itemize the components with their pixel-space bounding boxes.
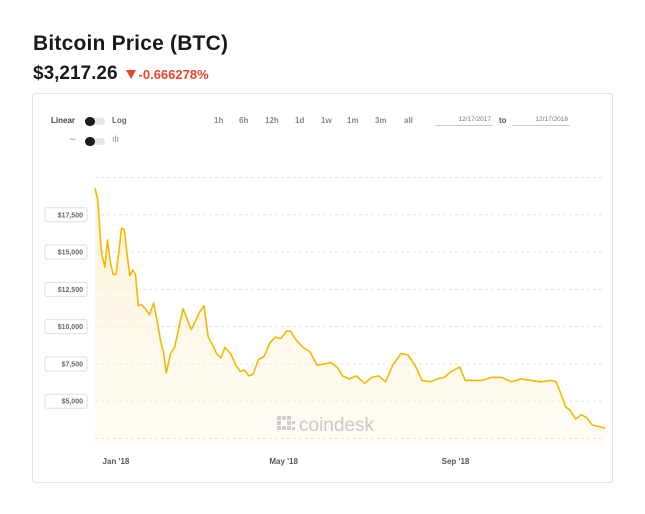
line-chart-icon[interactable]: ∼: [69, 134, 77, 144]
candlestick-icon[interactable]: ılı: [112, 134, 120, 144]
y-tick-label: $7,500: [62, 361, 84, 368]
y-tick-label: $15,000: [58, 250, 83, 257]
x-tick-label: May '18: [269, 457, 298, 466]
scale-log-label[interactable]: Log: [112, 116, 127, 125]
y-tick-box: [44, 281, 88, 297]
range-all-button[interactable]: all: [404, 116, 413, 125]
chart-card: Linear Log ∼ ılı 1h 6h 12h 1d 1w 1m 3m a…: [32, 93, 613, 483]
price-change: -0.666278%: [125, 67, 209, 82]
current-price: $3,217.26: [33, 63, 118, 84]
y-axis: $5,000 $7,500 $10,000 $12,500 $15,000 $17,500: [44, 207, 88, 409]
y-tick-box: [44, 244, 88, 260]
y-tick: $12,500: [44, 281, 88, 297]
scale-toggle[interactable]: [85, 117, 105, 126]
y-tick-label: $10,000: [58, 324, 83, 331]
price-area: [94, 187, 606, 446]
y-tick: $5,000: [44, 393, 88, 409]
y-tick: $17,500: [44, 207, 88, 223]
down-triangle-icon: [125, 70, 136, 79]
y-tick: $15,000: [44, 244, 88, 260]
range-12h-button[interactable]: 12h: [265, 116, 279, 125]
scale-linear-label[interactable]: Linear: [51, 116, 76, 125]
y-tick: $7,500: [44, 356, 88, 372]
price-line: [94, 187, 606, 429]
date-to-label: to: [499, 116, 507, 125]
price-chart: coindesk $5,000 $7,500 $10,000 $12,500 $15,0…: [44, 176, 606, 466]
range-6h-button[interactable]: 6h: [239, 116, 249, 125]
price-change-value: -0.666278%: [138, 67, 209, 82]
range-1h-button[interactable]: 1h: [214, 116, 224, 125]
coindesk-logo-icon: [277, 416, 295, 430]
chart-style-toggle[interactable]: [85, 137, 105, 146]
y-tick-box: [44, 356, 88, 372]
chart-style-toggle-knob: [85, 137, 95, 146]
y-tick-label: $12,500: [58, 287, 83, 294]
range-3m-button[interactable]: 3m: [375, 116, 387, 125]
range-1w-button[interactable]: 1w: [321, 116, 332, 125]
y-tick-label: $5,000: [62, 399, 84, 406]
date-from-input[interactable]: 12/17/2017: [435, 113, 493, 126]
y-tick: $10,000: [44, 319, 88, 335]
date-to-input[interactable]: 12/17/2018: [512, 113, 570, 126]
coindesk-watermark: coindesk: [277, 415, 374, 436]
page-title: Bitcoin Price (BTC): [33, 32, 229, 55]
y-tick-label: $17,500: [58, 212, 83, 219]
y-tick-box: [44, 319, 88, 335]
price-area-fill: [95, 187, 605, 446]
range-1d-button[interactable]: 1d: [295, 116, 305, 125]
range-1m-button[interactable]: 1m: [347, 116, 359, 125]
scale-toggle-knob: [85, 117, 95, 126]
watermark-text: coindesk: [299, 415, 374, 436]
x-axis: Jan '18 May '18 Sep '18: [103, 457, 470, 466]
y-tick-box: [44, 393, 88, 409]
y-tick-box: [44, 207, 88, 223]
price-row: $3,217.26 -0.666278%: [33, 63, 209, 85]
x-tick-label: Jan '18: [103, 457, 130, 466]
x-tick-label: Sep '18: [442, 457, 470, 466]
